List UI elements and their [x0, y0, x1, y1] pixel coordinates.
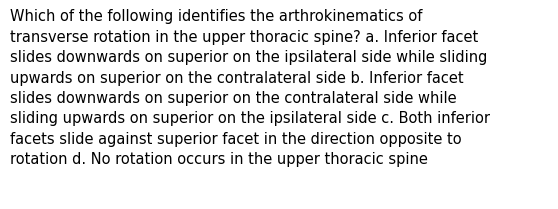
Text: Which of the following identifies the arthrokinematics of
transverse rotation in: Which of the following identifies the ar…	[10, 9, 490, 167]
